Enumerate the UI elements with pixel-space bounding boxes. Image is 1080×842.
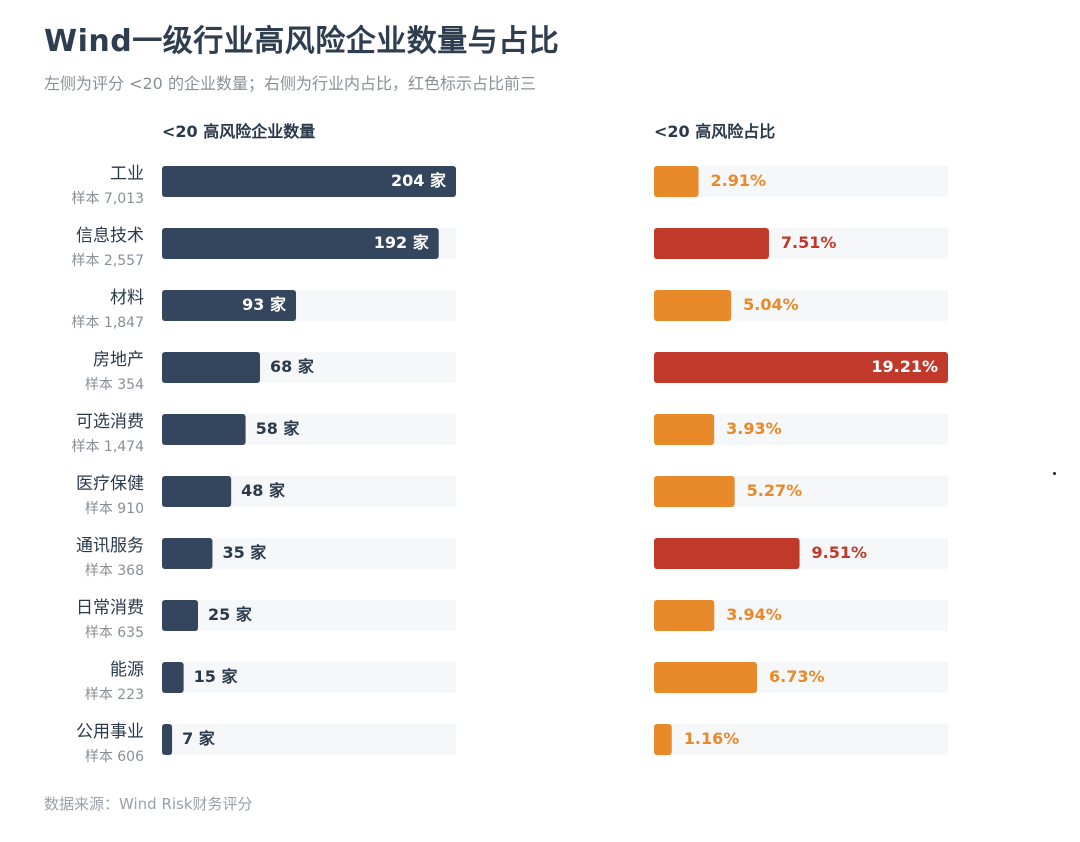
count-bar xyxy=(162,538,213,569)
category-label: 公用事业 xyxy=(76,722,144,742)
share-value-label: 3.93% xyxy=(726,419,782,438)
chart-subtitle: 左侧为评分 <20 的企业数量；右侧为行业内占比，红色标示占比前三 xyxy=(44,74,536,93)
category-label: 材料 xyxy=(110,288,144,308)
chart-title: Wind一级行业高风险企业数量与占比 xyxy=(44,24,560,59)
count-bar xyxy=(162,476,232,507)
share-bar xyxy=(654,724,672,755)
count-value-label: 48 家 xyxy=(241,481,286,500)
sample-label: 样本 635 xyxy=(85,625,144,641)
sample-label: 样本 910 xyxy=(85,501,144,517)
count-bar xyxy=(162,290,297,321)
count-track xyxy=(162,662,456,693)
sample-label: 样本 368 xyxy=(85,563,144,579)
share-value-label: 6.73% xyxy=(769,667,825,686)
count-bar xyxy=(162,166,456,197)
share-bar xyxy=(654,476,735,507)
count-bar xyxy=(162,600,199,631)
stray-dot xyxy=(1053,472,1056,475)
data-source-note: 数据来源：Wind Risk财务评分 xyxy=(44,795,253,813)
share-column-header: <20 高风险占比 xyxy=(654,122,776,141)
category-label: 房地产 xyxy=(93,350,144,370)
category-label: 信息技术 xyxy=(76,226,144,246)
share-value-label: 1.16% xyxy=(684,729,740,748)
share-track xyxy=(654,166,948,197)
sample-label: 样本 354 xyxy=(85,377,144,393)
share-value-label: 7.51% xyxy=(781,233,837,252)
count-column-header: <20 高风险企业数量 xyxy=(162,122,316,141)
share-bar xyxy=(654,166,699,197)
sample-label: 样本 2,557 xyxy=(71,253,144,269)
sample-label: 样本 7,013 xyxy=(71,191,144,207)
share-value-label: 5.27% xyxy=(747,481,803,500)
category-label: 通讯服务 xyxy=(76,536,144,556)
category-label: 能源 xyxy=(110,660,144,680)
share-bar xyxy=(654,414,715,445)
sample-label: 样本 223 xyxy=(85,687,144,703)
category-label: 医疗保健 xyxy=(76,474,144,494)
count-bar xyxy=(162,228,439,259)
count-value-label: 204 家 xyxy=(391,171,447,190)
share-value-label: 5.04% xyxy=(743,295,799,314)
count-track xyxy=(162,600,456,631)
count-bar xyxy=(162,724,173,755)
share-bar xyxy=(654,600,715,631)
count-value-label: 68 家 xyxy=(270,357,315,376)
sample-label: 样本 1,847 xyxy=(71,315,144,331)
count-bar xyxy=(162,352,260,383)
count-value-label: 192 家 xyxy=(374,233,430,252)
share-bar xyxy=(654,662,757,693)
share-value-label: 9.51% xyxy=(812,543,868,562)
share-value-label: 19.21% xyxy=(871,357,938,376)
category-label: 工业 xyxy=(110,164,144,184)
share-value-label: 2.91% xyxy=(711,171,767,190)
count-value-label: 25 家 xyxy=(208,605,253,624)
share-bar xyxy=(654,290,732,321)
category-label: 日常消费 xyxy=(76,598,144,618)
count-bar xyxy=(162,662,184,693)
sample-label: 样本 1,474 xyxy=(71,439,144,455)
share-bar xyxy=(654,352,948,383)
count-value-label: 93 家 xyxy=(242,295,287,314)
category-label: 可选消费 xyxy=(76,412,144,432)
sample-label: 样本 606 xyxy=(85,749,144,765)
share-value-label: 3.94% xyxy=(726,605,782,624)
share-bar xyxy=(654,538,800,569)
count-bar xyxy=(162,414,246,445)
count-value-label: 7 家 xyxy=(182,729,216,748)
count-value-label: 35 家 xyxy=(222,543,267,562)
count-value-label: 15 家 xyxy=(194,667,239,686)
count-track xyxy=(162,724,456,755)
share-bar xyxy=(654,228,769,259)
count-value-label: 58 家 xyxy=(256,419,301,438)
share-track xyxy=(654,724,948,755)
